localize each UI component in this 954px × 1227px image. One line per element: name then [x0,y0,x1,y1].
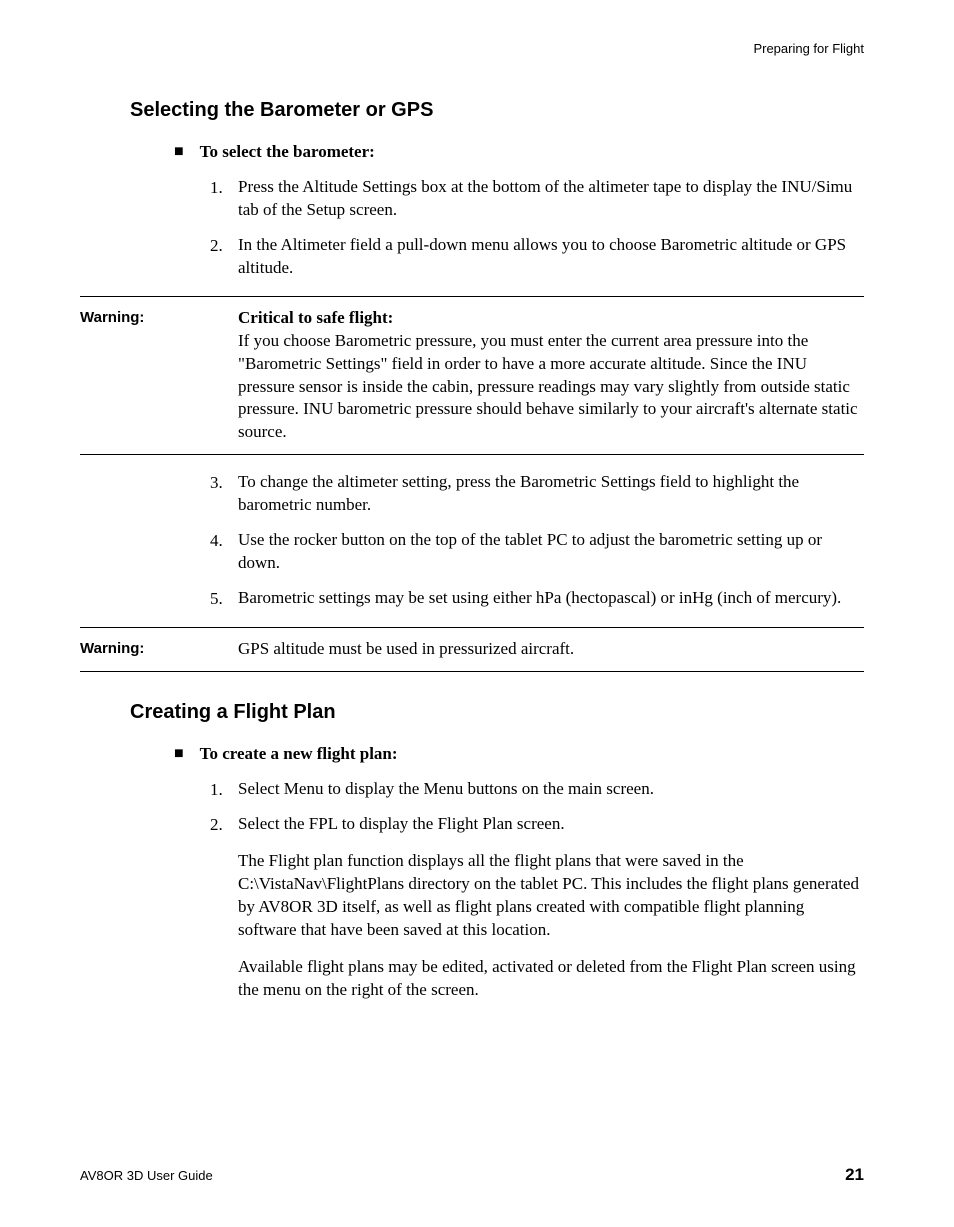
step-list-b: 3. To change the altimeter setting, pres… [210,471,864,611]
warning-block: Warning: Critical to safe flight: If you… [80,296,864,456]
step-number: 1. [210,778,238,802]
step-item: 3. To change the altimeter setting, pres… [210,471,864,517]
step-item: 1. Select Menu to display the Menu butto… [210,778,864,802]
step-number: 4. [210,529,238,575]
step-list-a: 1. Press the Altitude Settings box at th… [210,176,864,280]
step-text: Barometric settings may be set using eit… [238,587,841,611]
step-item: 5. Barometric settings may be set using … [210,587,864,611]
step-para: The Flight plan function displays all th… [238,850,864,942]
step-number: 2. [210,813,238,1016]
step-number: 5. [210,587,238,611]
section-heading-barometer: Selecting the Barometer or GPS [130,96,864,124]
footer-page-number: 21 [845,1163,864,1187]
procedure-title-row: ■ To create a new flight plan: [174,742,864,766]
square-bullet-icon: ■ [174,141,184,163]
step-text: In the Altimeter field a pull-down menu … [238,234,864,280]
step-text: Select the FPL to display the Flight Pla… [238,813,864,1016]
warning-block: Warning: GPS altitude must be used in pr… [80,627,864,672]
step-number: 2. [210,234,238,280]
section-heading-flightplan: Creating a Flight Plan [130,698,864,726]
page-footer: AV8OR 3D User Guide 21 [80,1163,864,1187]
warning-text: If you choose Barometric pressure, you m… [238,331,858,442]
step-item: 1. Press the Altitude Settings box at th… [210,176,864,222]
step-para: Available flight plans may be edited, ac… [238,956,864,1002]
step-text: Use the rocker button on the top of the … [238,529,864,575]
warning-label: Warning: [80,638,238,661]
procedure-title-row: ■ To select the barometer: [174,140,864,164]
footer-doc-title: AV8OR 3D User Guide [80,1167,213,1185]
procedure-title: To create a new flight plan: [200,742,398,766]
step-text: Press the Altitude Settings box at the b… [238,176,864,222]
warning-label: Warning: [80,307,238,445]
procedure-title: To select the barometer: [200,140,375,164]
step-para: Select the FPL to display the Flight Pla… [238,813,864,836]
running-head: Preparing for Flight [80,40,864,58]
step-item: 2. Select the FPL to display the Flight … [210,813,864,1016]
step-item: 4. Use the rocker button on the top of t… [210,529,864,575]
square-bullet-icon: ■ [174,743,184,765]
step-number: 1. [210,176,238,222]
warning-body: GPS altitude must be used in pressurized… [238,638,574,661]
warning-body: Critical to safe flight: If you choose B… [238,307,864,445]
step-item: 2. In the Altimeter field a pull-down me… [210,234,864,280]
step-number: 3. [210,471,238,517]
step-list-c: 1. Select Menu to display the Menu butto… [210,778,864,1016]
step-text: Select Menu to display the Menu buttons … [238,778,654,802]
warning-strong: Critical to safe flight: [238,308,393,327]
step-text: To change the altimeter setting, press t… [238,471,864,517]
